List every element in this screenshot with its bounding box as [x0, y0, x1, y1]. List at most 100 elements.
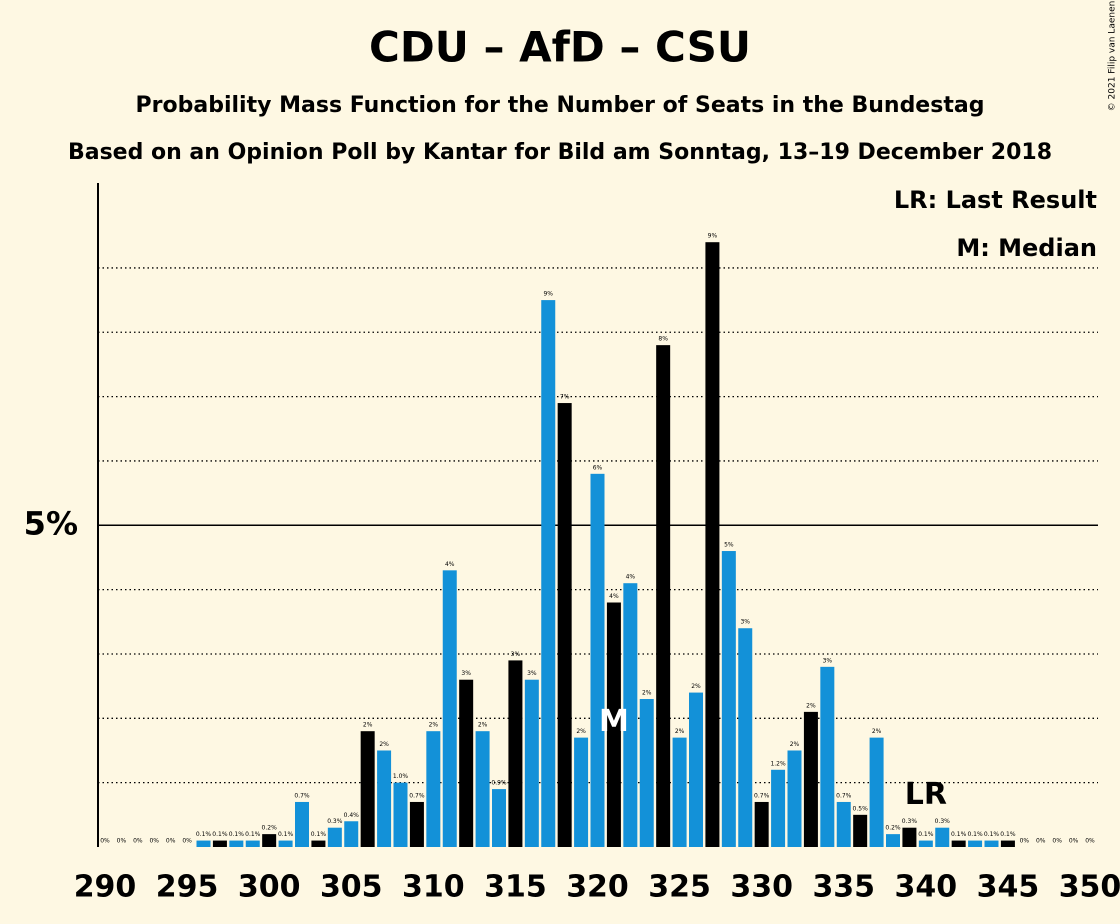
value-label: 0% [133, 838, 143, 845]
bar [787, 750, 802, 847]
bar [245, 840, 260, 847]
value-label: 0% [1069, 838, 1079, 845]
value-label: 0.2% [262, 825, 278, 832]
bar [492, 789, 506, 847]
value-label: 2% [872, 728, 882, 735]
value-label: 0.1% [951, 831, 967, 838]
value-label: 7% [560, 394, 570, 401]
value-label: 0.7% [409, 792, 425, 799]
value-label: 3% [511, 651, 521, 658]
value-label: 4% [609, 593, 619, 600]
value-label: 5% [724, 542, 734, 549]
value-label: 0.1% [212, 831, 228, 838]
value-label: 0.1% [196, 831, 212, 838]
x-tick-label: 300 [238, 870, 301, 905]
x-tick-label: 325 [648, 870, 711, 905]
value-label: 4% [626, 574, 636, 581]
value-label: 2% [790, 741, 800, 748]
value-label: 0% [1036, 838, 1046, 845]
bar [278, 840, 293, 847]
bar [590, 473, 605, 847]
x-tick-label: 290 [74, 870, 137, 905]
value-label: 2% [642, 690, 652, 697]
x-tick-label: 305 [320, 870, 383, 905]
value-label: 0.1% [918, 831, 934, 838]
bar [853, 814, 868, 847]
annotation: M [599, 704, 629, 739]
value-label: 0.1% [311, 831, 327, 838]
value-label: 0.3% [902, 818, 918, 825]
value-label: 0% [117, 838, 127, 845]
value-label: 2% [675, 728, 685, 735]
legend-entry: LR: Last Result [894, 186, 1097, 214]
x-tick-label: 345 [977, 870, 1040, 905]
bar [212, 840, 227, 847]
subtitle: Probability Mass Function for the Number… [136, 93, 985, 118]
value-label: 0.4% [344, 812, 360, 819]
value-label: 3% [740, 619, 750, 626]
bar [442, 570, 457, 847]
bar [377, 750, 392, 847]
y-tick-label: 5% [24, 504, 78, 542]
bar [557, 403, 572, 847]
value-label: 1.2% [770, 760, 786, 767]
bar [1000, 840, 1015, 847]
bar [820, 666, 835, 847]
value-label: 2% [379, 741, 389, 748]
bar [902, 827, 917, 847]
bar [229, 840, 244, 847]
value-label: 0.1% [967, 831, 983, 838]
value-label: 0.1% [245, 831, 261, 838]
bar [295, 801, 309, 847]
bar [508, 660, 523, 847]
bar [459, 679, 474, 847]
value-label: 0% [1052, 838, 1062, 845]
value-label: 0.7% [754, 792, 770, 799]
value-label: 2% [576, 728, 586, 735]
bar [803, 711, 818, 847]
bar [836, 801, 851, 847]
bar [984, 840, 999, 847]
bar [524, 679, 539, 847]
x-tick-label: 340 [895, 870, 958, 905]
value-label: 2% [806, 702, 816, 709]
x-tick-label: 335 [812, 870, 875, 905]
bar [705, 242, 720, 848]
value-label: 9% [543, 291, 553, 298]
annotation: LR [905, 777, 947, 812]
value-label: 0.5% [853, 805, 869, 812]
value-label: 0.1% [229, 831, 245, 838]
value-label: 3% [823, 657, 833, 664]
bar [344, 821, 359, 847]
credit: © 2021 Filip van Laenen [1108, 1, 1118, 112]
x-tick-label: 315 [484, 870, 547, 905]
bar [475, 731, 490, 847]
bar [606, 602, 621, 847]
value-label: 0.1% [1000, 831, 1016, 838]
bar [672, 737, 687, 847]
value-label: 8% [658, 336, 668, 343]
value-label: 3% [527, 670, 537, 677]
x-tick-label: 295 [156, 870, 219, 905]
x-tick-label: 310 [402, 870, 465, 905]
value-label: 2% [691, 683, 701, 690]
legend-entry: M: Median [956, 234, 1097, 262]
bar [754, 801, 769, 847]
bar [886, 834, 900, 847]
bar [311, 840, 326, 847]
bar [869, 737, 884, 847]
bar [721, 551, 736, 847]
value-label: 4% [445, 561, 455, 568]
bar [623, 583, 638, 847]
bar [541, 300, 556, 847]
bar [951, 840, 966, 847]
bar [689, 692, 703, 847]
x-tick-label: 330 [730, 870, 793, 905]
bar [393, 782, 408, 847]
bar [639, 699, 654, 847]
bar [771, 769, 786, 847]
value-label: 3% [461, 670, 471, 677]
value-label: 0% [1085, 838, 1095, 845]
value-label: 9% [708, 233, 718, 240]
